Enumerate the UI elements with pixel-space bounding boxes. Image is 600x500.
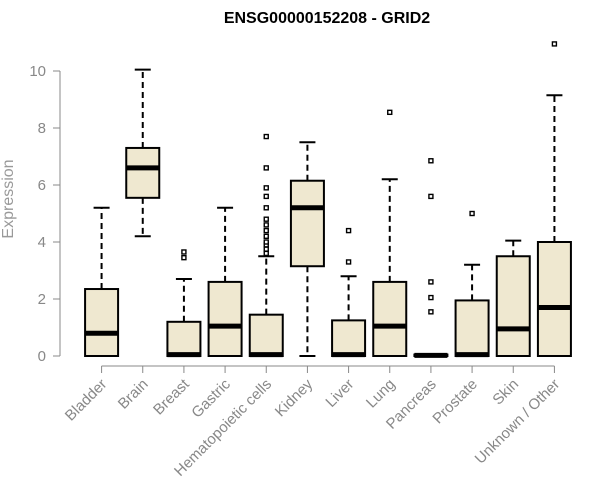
box-hematopoietic-cells bbox=[248, 133, 284, 358]
y-tick-label: 2 bbox=[38, 291, 46, 308]
box-unknown-other bbox=[536, 41, 572, 357]
outlier-point bbox=[263, 227, 269, 234]
outlier-point bbox=[263, 246, 269, 252]
outlier-point bbox=[428, 309, 434, 315]
outlier-point bbox=[263, 133, 269, 140]
box-gastric bbox=[207, 206, 243, 357]
outlier-point bbox=[263, 239, 269, 245]
boxes-group bbox=[84, 41, 572, 358]
y-axis-label: Expression bbox=[0, 159, 17, 238]
outlier-point bbox=[263, 193, 269, 200]
box-pancreas bbox=[413, 158, 449, 358]
iqr-box bbox=[166, 320, 202, 357]
x-tick-label: Kidney bbox=[272, 375, 317, 420]
iqr-box bbox=[125, 146, 161, 199]
outlier-point bbox=[551, 41, 558, 47]
outlier-point bbox=[428, 279, 434, 285]
iqr-box bbox=[248, 313, 284, 357]
box-kidney bbox=[289, 141, 325, 357]
box-breast bbox=[166, 249, 202, 358]
y-tick-label: 4 bbox=[38, 234, 46, 251]
outlier-point bbox=[428, 158, 434, 164]
box-skin bbox=[495, 239, 531, 357]
chart-title: ENSG00000152208 - GRID2 bbox=[224, 10, 430, 27]
y-tick-label: 8 bbox=[38, 120, 46, 137]
outlier-point bbox=[428, 294, 434, 301]
outlier-point bbox=[181, 249, 187, 255]
x-tick-label: Bladder bbox=[62, 376, 111, 425]
iqr-box bbox=[372, 280, 408, 357]
box-bladder bbox=[84, 206, 120, 357]
outlier-point bbox=[469, 210, 475, 217]
x-tick-label: Breast bbox=[150, 375, 193, 418]
x-tick-label: Prostate bbox=[429, 376, 481, 428]
outlier-point bbox=[428, 193, 434, 200]
outlier-point bbox=[345, 259, 352, 265]
outlier-point bbox=[263, 216, 269, 222]
iqr-box bbox=[454, 299, 490, 357]
iqr-box bbox=[536, 241, 572, 357]
outlier-point bbox=[263, 222, 269, 228]
outlier-point bbox=[263, 250, 269, 257]
y-tick-label: 0 bbox=[38, 348, 46, 365]
y-tick-label: 10 bbox=[29, 63, 46, 80]
y-tick-label: 6 bbox=[38, 177, 46, 194]
iqr-box bbox=[331, 319, 367, 357]
outlier-point bbox=[181, 254, 187, 261]
box-liver bbox=[331, 227, 367, 358]
x-tick-label: Liver bbox=[322, 376, 357, 411]
outlier-point bbox=[263, 233, 269, 240]
box-brain bbox=[125, 68, 161, 238]
iqr-box bbox=[207, 280, 243, 357]
outlier-point bbox=[263, 185, 269, 191]
box-lung bbox=[372, 109, 408, 357]
x-tick-label: Skin bbox=[489, 376, 522, 409]
outlier-point bbox=[263, 205, 269, 211]
x-tick-label: Brain bbox=[115, 376, 152, 413]
box-prostate bbox=[454, 210, 490, 358]
outlier-point bbox=[387, 109, 393, 116]
x-tick-label: Lung bbox=[363, 376, 399, 412]
iqr-box bbox=[289, 179, 325, 268]
y-axis: 0 2 4 6 8 10 bbox=[29, 63, 61, 365]
outlier-point bbox=[345, 227, 352, 234]
outlier-point bbox=[263, 165, 269, 171]
iqr-box bbox=[84, 288, 120, 357]
iqr-box bbox=[495, 255, 531, 357]
